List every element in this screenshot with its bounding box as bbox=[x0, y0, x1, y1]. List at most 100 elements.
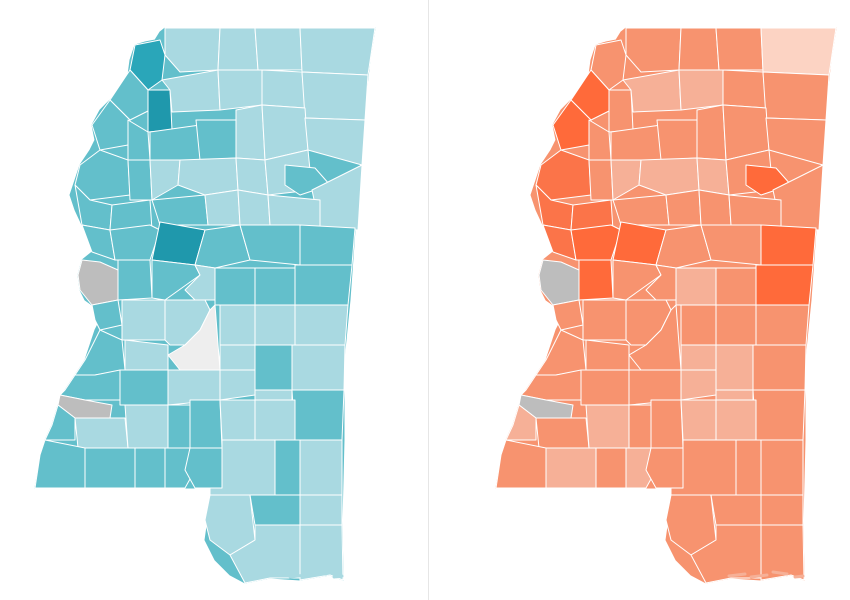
county-region[interactable] bbox=[109, 69, 151, 121]
county-region[interactable] bbox=[495, 439, 547, 489]
county-region[interactable] bbox=[151, 194, 209, 226]
county-region[interactable] bbox=[294, 304, 349, 346]
county-region[interactable] bbox=[580, 369, 630, 406]
county-region[interactable] bbox=[570, 69, 612, 121]
county-region[interactable] bbox=[34, 439, 86, 489]
county-region[interactable] bbox=[696, 104, 727, 161]
county-region[interactable] bbox=[164, 27, 221, 73]
county-region[interactable] bbox=[680, 344, 717, 371]
county-region[interactable] bbox=[219, 344, 256, 371]
county-region[interactable] bbox=[299, 27, 376, 76]
county-region[interactable] bbox=[254, 267, 296, 306]
county-region[interactable] bbox=[578, 259, 614, 301]
county-region[interactable] bbox=[760, 524, 805, 581]
county-region[interactable] bbox=[552, 299, 584, 331]
county-region[interactable] bbox=[722, 69, 767, 109]
county-region[interactable] bbox=[134, 447, 166, 489]
county-region[interactable] bbox=[612, 194, 670, 226]
county-region[interactable] bbox=[752, 344, 807, 391]
county-region[interactable] bbox=[715, 344, 754, 391]
county-region[interactable] bbox=[195, 119, 237, 161]
county-region[interactable] bbox=[552, 99, 592, 151]
county-region[interactable] bbox=[678, 27, 720, 71]
county-region[interactable] bbox=[582, 299, 627, 341]
county-region[interactable] bbox=[254, 399, 296, 441]
county-region[interactable] bbox=[91, 99, 131, 151]
county-region[interactable] bbox=[728, 194, 782, 229]
county-region[interactable] bbox=[588, 159, 614, 201]
county-region[interactable] bbox=[217, 27, 259, 71]
county-region[interactable] bbox=[680, 399, 717, 441]
county-region[interactable] bbox=[161, 69, 221, 113]
county-region[interactable] bbox=[535, 417, 590, 449]
county-region[interactable] bbox=[752, 389, 806, 441]
county-region[interactable] bbox=[760, 224, 817, 266]
county-region[interactable] bbox=[219, 399, 256, 441]
county-region[interactable] bbox=[204, 189, 241, 226]
county-region[interactable] bbox=[680, 369, 717, 401]
county-region[interactable] bbox=[124, 404, 169, 449]
county-region[interactable] bbox=[254, 27, 303, 71]
county-region[interactable] bbox=[678, 69, 724, 111]
county-region[interactable] bbox=[675, 267, 717, 306]
county-region[interactable] bbox=[650, 399, 684, 449]
county-region[interactable] bbox=[680, 304, 717, 346]
county-region[interactable] bbox=[760, 439, 804, 496]
county-region[interactable] bbox=[608, 89, 634, 133]
county-region[interactable] bbox=[237, 189, 271, 226]
county-region[interactable] bbox=[267, 194, 321, 229]
county-region[interactable] bbox=[261, 69, 306, 109]
county-region[interactable] bbox=[520, 369, 582, 401]
county-region[interactable] bbox=[715, 267, 757, 306]
county-region[interactable] bbox=[645, 447, 684, 489]
county-region[interactable] bbox=[254, 304, 296, 346]
county-region[interactable] bbox=[585, 404, 630, 449]
county-region[interactable] bbox=[74, 417, 129, 449]
county-region[interactable] bbox=[755, 264, 814, 306]
county-region[interactable] bbox=[167, 404, 191, 449]
county-region[interactable] bbox=[254, 389, 293, 401]
county-region[interactable] bbox=[121, 299, 166, 341]
county-region[interactable] bbox=[665, 189, 702, 226]
county-region[interactable] bbox=[585, 339, 630, 371]
county-region[interactable] bbox=[291, 389, 345, 441]
county-region[interactable] bbox=[214, 267, 256, 306]
county-region[interactable] bbox=[301, 71, 369, 121]
county-region[interactable] bbox=[299, 439, 343, 496]
county-region[interactable] bbox=[219, 369, 256, 401]
county-region[interactable] bbox=[299, 224, 356, 266]
county-region[interactable] bbox=[124, 339, 169, 371]
county-region[interactable] bbox=[147, 89, 173, 133]
county-region[interactable] bbox=[291, 344, 346, 391]
county-region[interactable] bbox=[184, 447, 223, 489]
county-region[interactable] bbox=[612, 259, 662, 301]
county-region[interactable] bbox=[119, 369, 169, 406]
county-region[interactable] bbox=[219, 304, 256, 346]
county-region[interactable] bbox=[715, 304, 757, 346]
county-region[interactable] bbox=[235, 104, 266, 161]
county-region[interactable] bbox=[735, 439, 762, 496]
county-region[interactable] bbox=[715, 27, 764, 71]
county-region[interactable] bbox=[249, 494, 301, 526]
county-region[interactable] bbox=[74, 149, 131, 201]
county-region[interactable] bbox=[656, 119, 698, 161]
county-region[interactable] bbox=[755, 304, 810, 346]
county-region[interactable] bbox=[235, 157, 269, 196]
county-region[interactable] bbox=[655, 224, 712, 269]
county-region[interactable] bbox=[698, 189, 732, 226]
county-region[interactable] bbox=[294, 264, 353, 306]
county-region[interactable] bbox=[505, 404, 537, 441]
county-region[interactable] bbox=[274, 439, 301, 496]
county-region[interactable] bbox=[299, 524, 344, 581]
county-region[interactable] bbox=[628, 404, 652, 449]
county-region[interactable] bbox=[535, 149, 592, 201]
county-region[interactable] bbox=[151, 259, 201, 301]
county-region[interactable] bbox=[59, 369, 121, 401]
county-region[interactable] bbox=[127, 159, 153, 201]
county-region[interactable] bbox=[760, 27, 837, 76]
county-region[interactable] bbox=[762, 71, 830, 121]
county-region[interactable] bbox=[595, 447, 627, 489]
county-region[interactable] bbox=[760, 494, 804, 526]
county-region[interactable] bbox=[710, 494, 762, 526]
county-region[interactable] bbox=[91, 299, 123, 331]
